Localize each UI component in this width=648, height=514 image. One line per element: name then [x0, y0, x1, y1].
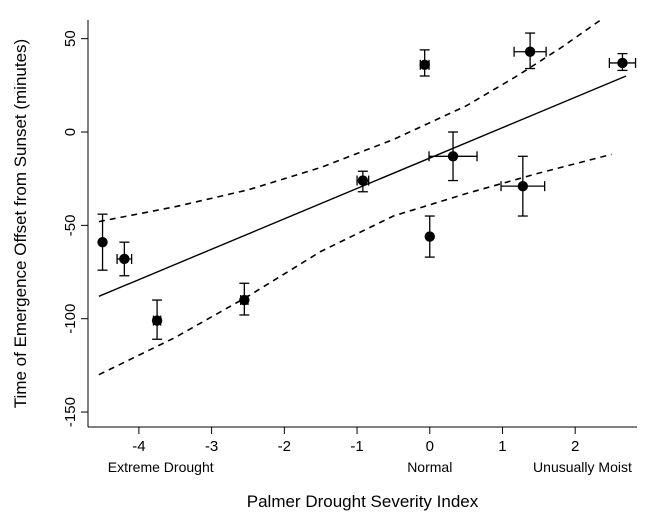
- x-tick-label: -1: [350, 438, 363, 455]
- data-point-group: [424, 215, 435, 258]
- data-point: [517, 180, 529, 192]
- y-axis-title: Time of Emergence Offset from Sunset (mi…: [11, 39, 30, 408]
- x-tick-label: -4: [132, 438, 145, 455]
- confidence-bands: [98, 20, 612, 376]
- y-tick-label: -50: [62, 215, 79, 237]
- data-point-group: [239, 282, 250, 316]
- data-point: [424, 231, 435, 242]
- data-point: [119, 253, 130, 265]
- data-point-group: [500, 155, 546, 217]
- upper-confidence-band: [98, 20, 602, 223]
- x-tick-label: 2: [571, 438, 579, 455]
- x-axis: -4 -3 -2 -1 0 1 2: [132, 427, 579, 455]
- x-tick-label: 0: [426, 438, 434, 455]
- data-point-group: [116, 241, 133, 277]
- x-axis-title: Palmer Drought Severity Index: [247, 492, 479, 511]
- category-labels: Extreme Drought Normal Unusually Moist: [108, 459, 632, 475]
- category-label: Extreme Drought: [108, 459, 214, 475]
- data-point-group: [428, 131, 478, 182]
- lower-confidence-band: [98, 153, 612, 376]
- x-tick-label: -3: [205, 438, 218, 455]
- data-points: [97, 32, 637, 340]
- category-label: Unusually Moist: [533, 459, 632, 475]
- y-tick-label: -100: [62, 304, 79, 334]
- data-point-group: [97, 213, 108, 271]
- x-tick-label: 1: [498, 438, 506, 455]
- data-point-group: [608, 52, 637, 72]
- x-tick-label: -2: [278, 438, 291, 455]
- data-point: [151, 315, 163, 326]
- plot-area: [87, 20, 637, 428]
- data-point-group: [419, 49, 430, 77]
- data-point-group: [151, 299, 163, 340]
- data-point: [239, 294, 250, 306]
- category-label: Normal: [407, 459, 452, 475]
- data-point: [419, 59, 430, 71]
- data-point: [617, 57, 628, 69]
- y-tick-label: 50: [62, 30, 79, 47]
- data-point: [524, 46, 536, 57]
- data-point: [447, 151, 459, 162]
- y-axis: 50 0 -50 -100 -150: [62, 30, 88, 427]
- data-point-group: [356, 170, 370, 193]
- y-tick-label: 0: [62, 128, 79, 136]
- data-point: [97, 236, 108, 248]
- data-point: [357, 175, 369, 186]
- y-tick-label: -150: [62, 397, 79, 427]
- data-point-group: [513, 32, 547, 70]
